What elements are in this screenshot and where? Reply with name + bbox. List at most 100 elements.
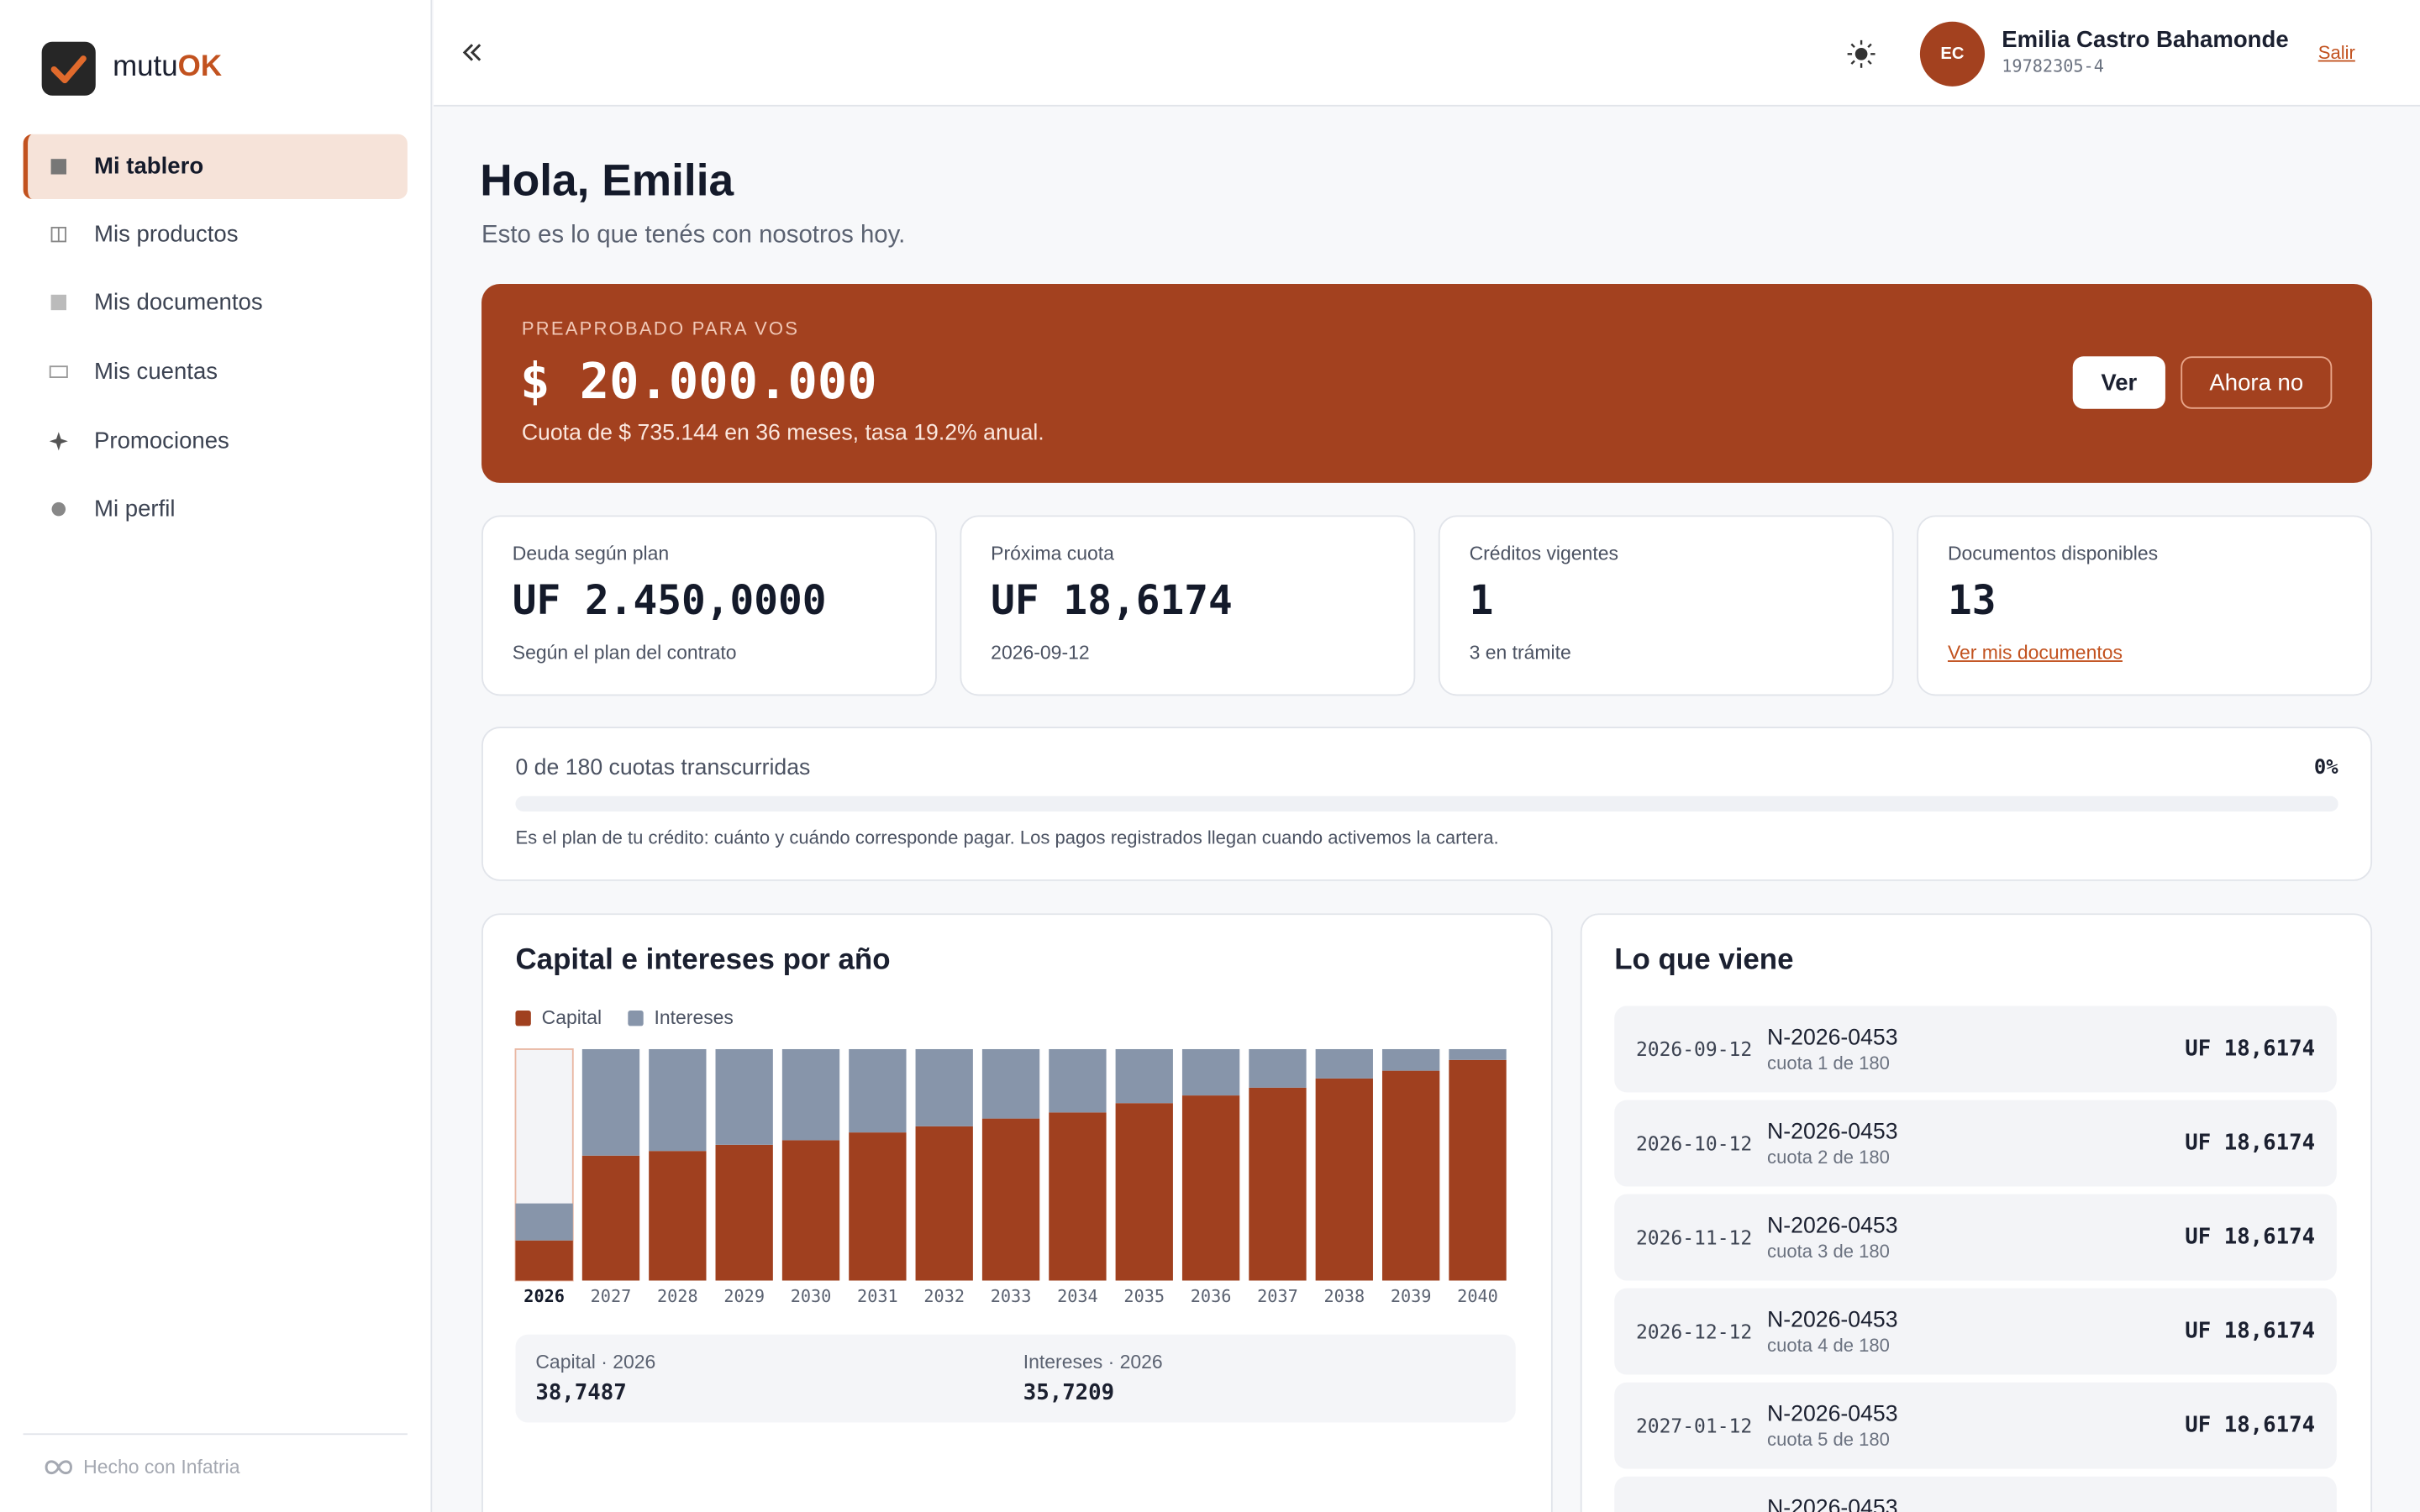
offer-eyebrow: PREAPROBADO PARA VOS xyxy=(521,318,800,340)
nav-icon xyxy=(50,227,66,243)
stat-link[interactable]: Ver mis documentos xyxy=(1947,642,2123,664)
chart-summary xyxy=(515,1334,1516,1423)
nav-item[interactable]: Mis productos xyxy=(94,221,239,248)
upcoming-item[interactable] xyxy=(1614,1005,2337,1093)
upcoming-item[interactable] xyxy=(1614,1382,2337,1469)
x-tick-label: 2026 xyxy=(523,1286,565,1306)
x-tick-label: 2040 xyxy=(1457,1286,1498,1306)
x-tick-label: 2033 xyxy=(991,1286,1032,1306)
footer: Hecho con Infatria xyxy=(83,1456,240,1478)
nav-item[interactable]: Mi tablero xyxy=(94,153,204,180)
stat-value: UF 2.450,0000 xyxy=(512,578,827,625)
chart-title: Capital e intereses por año xyxy=(515,944,891,977)
sidebar: mutuOK Hecho con Infatria xyxy=(0,0,433,1512)
upcoming-installment: cuota 2 de 180 xyxy=(1767,1146,1890,1168)
bar xyxy=(1449,1059,1507,1281)
upcoming-item[interactable] xyxy=(1614,1476,2337,1512)
bar xyxy=(515,1240,573,1281)
nav-item[interactable]: Promociones xyxy=(94,428,229,454)
bar xyxy=(1315,1048,1373,1079)
x-tick-label: 2032 xyxy=(923,1286,965,1306)
bar xyxy=(1181,1048,1240,1096)
stat-note: Según el plan del contrato xyxy=(512,642,737,664)
theme-toggle[interactable] xyxy=(1847,39,1876,68)
bar xyxy=(981,1118,1040,1281)
upcoming-installment: cuota 4 de 180 xyxy=(1767,1334,1890,1357)
stat-label: Créditos vigentes xyxy=(1469,543,1618,565)
x-tick-label: 2035 xyxy=(1123,1286,1165,1306)
stat-label: Próxima cuota xyxy=(991,543,1114,565)
collapse-button[interactable] xyxy=(461,42,483,64)
stat-note: 3 en trámite xyxy=(1469,642,1571,664)
greeting-subtitle: Esto es lo que tenés con nosotros hoy. xyxy=(481,222,906,249)
bar xyxy=(649,1048,707,1152)
offer-secondary-button[interactable]: Ahora no xyxy=(2181,356,2333,409)
bar xyxy=(1249,1087,1307,1281)
bar xyxy=(1049,1112,1107,1281)
stat-label: Documentos disponibles xyxy=(1947,543,2159,565)
nav-icon xyxy=(49,365,68,379)
header xyxy=(434,0,2420,107)
upcoming-loan: N-2026-0453 xyxy=(1767,1214,1898,1239)
avatar: EC xyxy=(1919,21,1986,87)
upcoming-amount: UF 18,6174 xyxy=(2185,1319,2316,1344)
upcoming-date: 2026-10-12 xyxy=(1635,1131,1753,1155)
progress-note: Es el plan de tu crédito: cuánto y cuánd… xyxy=(515,827,1499,849)
bar xyxy=(1249,1048,1307,1088)
bar xyxy=(1381,1070,1440,1281)
upcoming-item[interactable] xyxy=(1614,1194,2337,1281)
upcoming-item[interactable] xyxy=(1614,1288,2337,1375)
logout-link[interactable]: Salir xyxy=(2317,41,2355,64)
progress-track xyxy=(515,795,2338,812)
x-tick-label: 2037 xyxy=(1257,1286,1298,1306)
stat-value: 1 xyxy=(1469,578,1494,625)
stat-value: UF 18,6174 xyxy=(991,578,1233,625)
bar xyxy=(781,1048,840,1141)
bar xyxy=(1449,1048,1507,1060)
legend-label: Intereses xyxy=(655,1006,734,1028)
upcoming-loan: N-2026-0453 xyxy=(1767,1402,1898,1427)
bar xyxy=(781,1140,840,1281)
upcoming-amount: UF 18,6174 xyxy=(2185,1225,2316,1250)
nav-item[interactable]: Mi perfil xyxy=(94,496,176,522)
nav-icon xyxy=(50,294,66,311)
nav-active-bg[interactable] xyxy=(23,134,408,199)
legend-swatch xyxy=(515,1011,531,1026)
x-tick-label: 2031 xyxy=(857,1286,898,1306)
upcoming-title: Lo que viene xyxy=(1614,944,1794,977)
upcoming-date: 2027-01-12 xyxy=(1635,1414,1753,1437)
summary-value: 38,7487 xyxy=(535,1380,627,1406)
bar xyxy=(849,1132,907,1281)
bar xyxy=(515,1203,573,1241)
stat-note: 2026-09-12 xyxy=(991,642,1090,664)
upcoming-loan: N-2026-0453 xyxy=(1767,1308,1898,1333)
offer-primary-button[interactable]: Ver xyxy=(2072,356,2165,409)
stat-label: Deuda según plan xyxy=(512,543,670,565)
nav-icon xyxy=(49,432,68,451)
stat-card xyxy=(481,515,937,696)
upcoming-installment: cuota 1 de 180 xyxy=(1767,1052,1890,1074)
bar xyxy=(981,1048,1040,1119)
brand-prefix: mutu xyxy=(113,50,178,84)
x-tick-label: 2027 xyxy=(591,1286,632,1306)
bar xyxy=(915,1048,973,1126)
stat-card xyxy=(1438,515,1894,696)
offer-detail: Cuota de $ 735.144 en 36 meses, tasa 19.… xyxy=(521,421,1044,446)
user-name: Emilia Castro Bahamonde xyxy=(2002,27,2289,54)
upcoming-amount: UF 18,6174 xyxy=(2185,1413,2316,1438)
legend-label: Capital xyxy=(542,1006,602,1028)
bar xyxy=(1115,1048,1173,1104)
progress-percent: 0% xyxy=(2313,756,2338,780)
bar xyxy=(715,1144,773,1281)
bar xyxy=(1049,1048,1107,1113)
stat-card xyxy=(960,515,1416,696)
progress-label: 0 de 180 cuotas transcurridas xyxy=(515,756,811,781)
upcoming-amount: UF 18,6174 xyxy=(2185,1037,2316,1062)
upcoming-date: 2026-12-12 xyxy=(1635,1320,1753,1343)
divider xyxy=(23,1433,408,1436)
upcoming-date: 2026-11-12 xyxy=(1635,1226,1753,1249)
nav-item[interactable]: Mis cuentas xyxy=(94,359,218,386)
nav-item[interactable]: Mis documentos xyxy=(94,289,263,316)
chart: Capital Intereses 2026 2027 2028 2029 2030 2031… xyxy=(514,1006,1507,1306)
upcoming-item[interactable] xyxy=(1614,1100,2337,1187)
